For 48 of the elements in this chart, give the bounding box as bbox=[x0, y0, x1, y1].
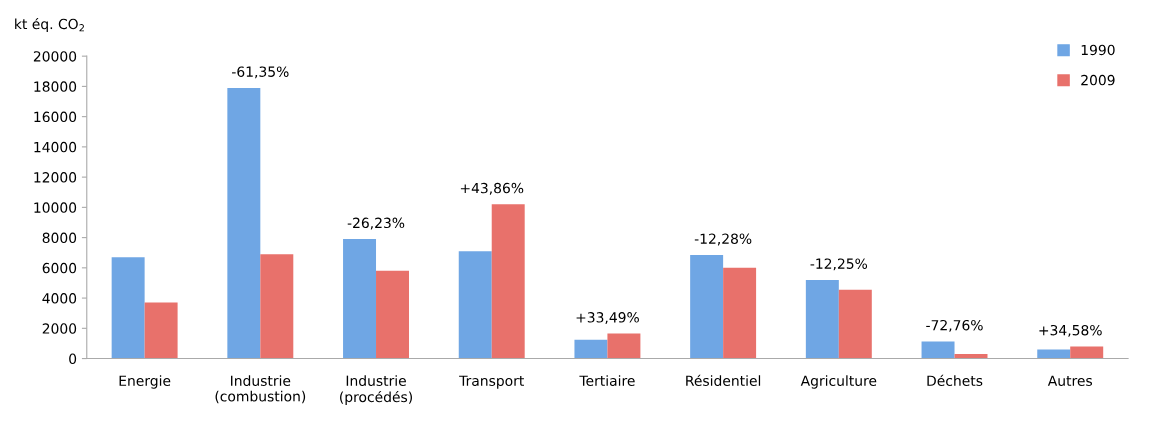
annotation: +43,86% bbox=[460, 182, 524, 195]
bar bbox=[838, 289, 872, 359]
bar bbox=[1070, 346, 1104, 359]
legend-label: 1990 bbox=[1081, 44, 1115, 56]
annotation: -72,76% bbox=[926, 319, 983, 332]
y-tick-label: 20000 bbox=[33, 51, 77, 62]
x-tick-label: Autres bbox=[1047, 375, 1093, 386]
legend-label: 2009 bbox=[1081, 74, 1115, 86]
bar bbox=[260, 254, 294, 359]
annotation: -61,35% bbox=[232, 66, 289, 79]
y-tick-label: 0 bbox=[69, 353, 77, 365]
annotation: -12,28% bbox=[694, 233, 752, 246]
annotation: +33,49% bbox=[576, 312, 639, 324]
x-tick-label: Résidentiel bbox=[686, 374, 761, 386]
y-axis-title: kt éq. CO$_{2}$ bbox=[15, 17, 84, 32]
y-tick-label: 2000 bbox=[42, 323, 77, 334]
bar bbox=[343, 239, 377, 359]
x-tick-label: Transport bbox=[459, 375, 524, 389]
x-tick-label: Agriculture bbox=[800, 375, 877, 389]
bar bbox=[805, 279, 839, 359]
y-tick-label: 10000 bbox=[34, 202, 77, 213]
bar bbox=[921, 341, 955, 359]
bar bbox=[690, 254, 724, 359]
bar bbox=[723, 267, 757, 359]
y-tick-label: 16000 bbox=[34, 111, 77, 123]
annotation: +34,58% bbox=[1039, 324, 1102, 337]
bar bbox=[1037, 349, 1071, 359]
y-tick-label: 8000 bbox=[42, 232, 77, 244]
bar bbox=[144, 302, 178, 359]
bar bbox=[227, 87, 261, 359]
x-tick-label: Industrie (procédés) bbox=[340, 375, 412, 405]
bar bbox=[111, 257, 145, 359]
y-tick-label: 14000 bbox=[34, 141, 77, 153]
y-tick-label: 4000 bbox=[42, 293, 77, 304]
bar bbox=[574, 339, 608, 359]
bar bbox=[376, 270, 409, 359]
bar bbox=[491, 204, 525, 359]
bar bbox=[458, 251, 492, 359]
annotation: -26,23% bbox=[347, 217, 405, 230]
x-tick-label: Energie bbox=[119, 375, 171, 389]
y-tick-label: 18000 bbox=[34, 81, 77, 92]
bar bbox=[607, 333, 641, 359]
y-tick-label: 6000 bbox=[42, 262, 77, 274]
x-tick-label: Tertiaire bbox=[579, 375, 635, 386]
annotation: -12,25% bbox=[810, 258, 868, 271]
x-tick-label: Déchets bbox=[927, 374, 983, 386]
x-tick-label: Industrie (combustion) bbox=[215, 375, 306, 404]
y-tick-label: 12000 bbox=[34, 172, 77, 183]
